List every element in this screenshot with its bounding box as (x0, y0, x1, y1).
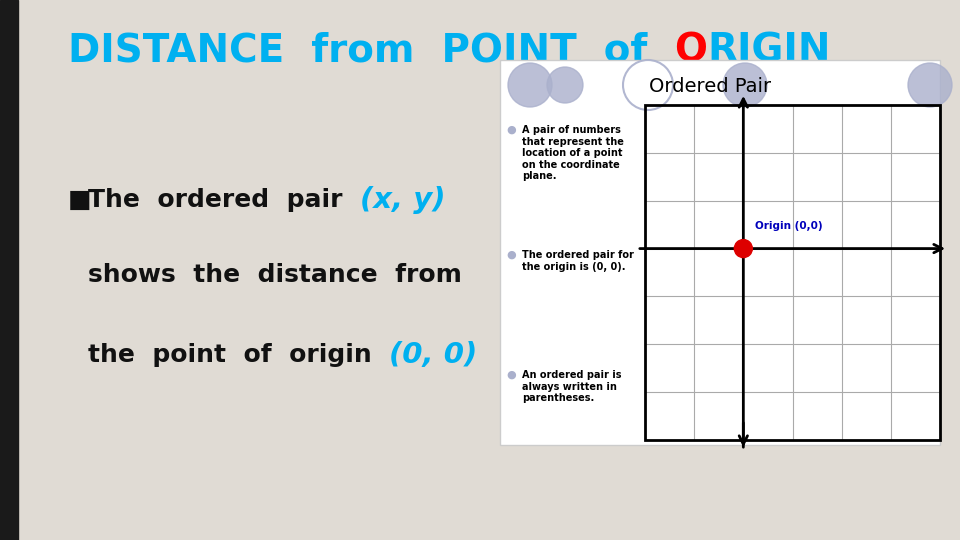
Circle shape (508, 63, 552, 107)
Circle shape (623, 60, 673, 110)
Circle shape (723, 63, 767, 107)
Text: O: O (674, 31, 708, 69)
Text: (x, y): (x, y) (360, 186, 445, 214)
Text: (0, 0): (0, 0) (389, 341, 477, 369)
Bar (645, 105, 940, 440)
Text: RIGIN: RIGIN (708, 31, 830, 69)
Text: ●: ● (506, 125, 516, 135)
Text: The ordered pair for
the origin is (0, 0).: The ordered pair for the origin is (0, 0… (522, 250, 634, 272)
Text: Origin (0,0): Origin (0,0) (756, 220, 823, 231)
Bar (500, 60, 940, 445)
Text: An ordered pair is
always written in
parentheses.: An ordered pair is always written in par… (522, 370, 621, 403)
Circle shape (547, 67, 583, 103)
Text: ●: ● (506, 370, 516, 380)
Text: Ordered Pair: Ordered Pair (649, 78, 771, 97)
Text: The  ordered  pair: The ordered pair (88, 188, 360, 212)
Text: DISTANCE  from  POINT  of: DISTANCE from POINT of (68, 31, 674, 69)
Circle shape (908, 63, 952, 107)
Text: A pair of numbers
that represent the
location of a point
on the coordinate
plane: A pair of numbers that represent the loc… (522, 125, 624, 181)
Bar (0, 0, 18, 540)
Text: ■: ■ (68, 188, 91, 212)
Text: the  point  of  origin: the point of origin (88, 343, 389, 367)
Text: shows  the  distance  from: shows the distance from (88, 263, 462, 287)
Circle shape (734, 240, 753, 258)
Text: ●: ● (506, 250, 516, 260)
